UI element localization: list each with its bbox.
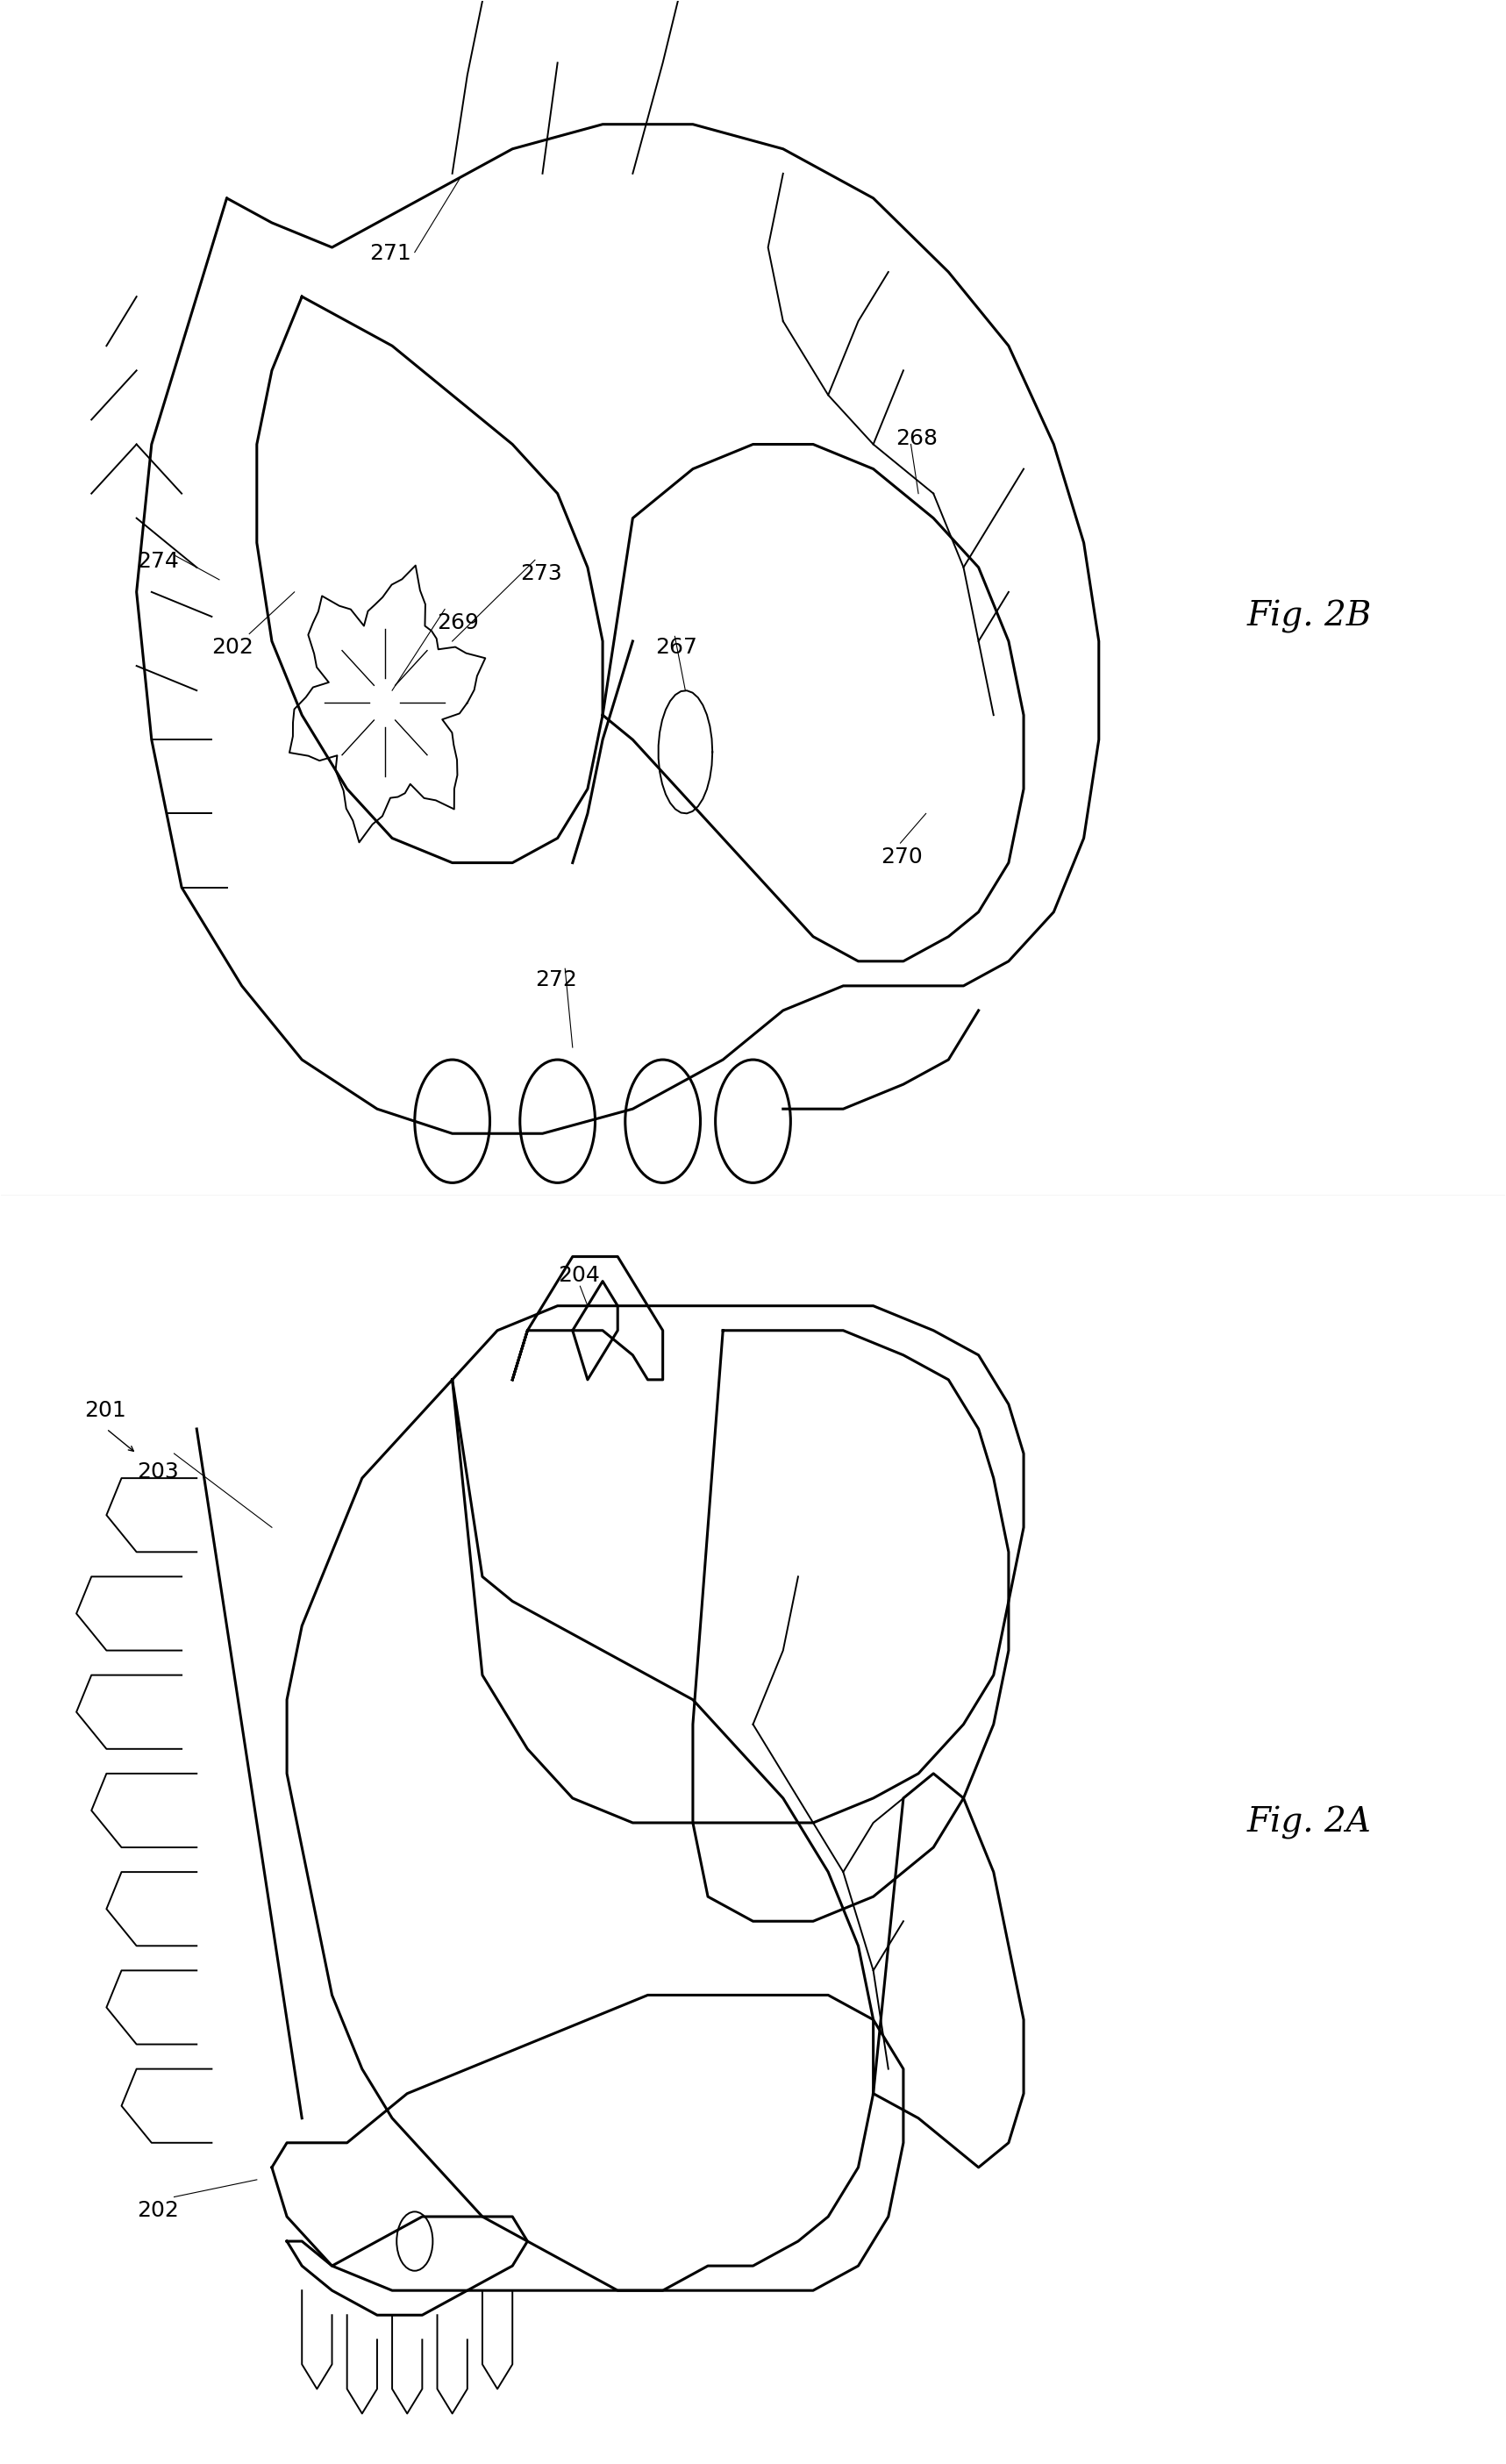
Text: 269: 269 (437, 611, 479, 633)
Text: 271: 271 (369, 244, 411, 264)
Text: 202: 202 (137, 2200, 179, 2220)
Text: 202: 202 (212, 636, 253, 658)
Text: 273: 273 (520, 562, 562, 584)
Text: 270: 270 (881, 845, 923, 867)
Text: 204: 204 (557, 1264, 599, 1286)
Text: 268: 268 (896, 429, 938, 448)
Text: 274: 274 (137, 552, 179, 572)
Text: 272: 272 (535, 968, 577, 991)
Text: 203: 203 (137, 1461, 178, 1483)
Text: 201: 201 (84, 1400, 127, 1422)
Text: 267: 267 (655, 636, 697, 658)
Text: Fig. 2A: Fig. 2A (1247, 1806, 1372, 1841)
Text: Fig. 2B: Fig. 2B (1247, 599, 1372, 633)
